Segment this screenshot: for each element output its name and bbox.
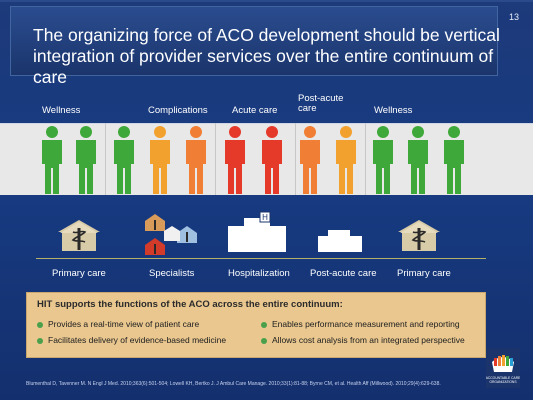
person-figure (72, 124, 100, 196)
person-figure (110, 124, 138, 196)
person-figure (369, 124, 397, 196)
svg-text:ACCOUNTABLE CARE: ACCOUNTABLE CARE (486, 376, 520, 380)
stage-label-wellness: Wellness (42, 105, 81, 116)
callout-item: Enables performance measurement and repo… (261, 319, 460, 329)
callout-item: Provides a real-time view of patient car… (37, 319, 199, 329)
band-divider (215, 123, 216, 195)
bullet-icon (37, 337, 43, 344)
svg-text:ORGANIZATIONS: ORGANIZATIONS (489, 380, 517, 384)
bullet-icon (37, 321, 43, 328)
callout-item-text: Facilitates delivery of evidence-based m… (48, 335, 227, 345)
person-figure (296, 124, 324, 196)
medical-building-icon (398, 220, 440, 251)
bullet-icon (261, 321, 267, 328)
setting-label-hospitalization: Hospitalization (228, 268, 290, 279)
person-figure (332, 124, 360, 196)
stage-label-complications: Complications (148, 105, 208, 116)
setting-label-specialists: Specialists (149, 268, 195, 279)
callout-item-text: Allows cost analysis from an integrated … (272, 335, 465, 345)
person-figure (38, 124, 66, 196)
settings-divider-line (36, 258, 486, 259)
hit-callout-box: HIT supports the functions of the ACO ac… (26, 292, 486, 358)
references-footer: Blumenthal D, Tavenner M. N Engl J Med. … (26, 381, 441, 387)
band-divider (365, 123, 366, 195)
person-figure (258, 124, 286, 196)
slide-number: 13 (508, 12, 519, 22)
setting-label-primary-care: Primary care (52, 268, 106, 279)
callout-item-text: Provides a real-time view of patient car… (48, 319, 200, 329)
specialist-offices-icon (145, 214, 197, 255)
callout-item: Facilitates delivery of evidence-based m… (37, 335, 226, 345)
top-rule (0, 0, 533, 2)
stage-label-wellness-2: Wellness (374, 105, 413, 116)
stage-label-acute-care: Acute care (232, 105, 278, 116)
person-figure (404, 124, 432, 196)
svg-text:H: H (262, 213, 268, 222)
person-figure (182, 124, 210, 196)
setting-label-primary-care-2: Primary care (397, 268, 451, 279)
stage-label-post-acute-care: Post-acute care (298, 93, 344, 114)
hospital-icon: H (228, 211, 286, 252)
callout-item: Allows cost analysis from an integrated … (261, 335, 465, 345)
title-box: The organizing force of ACO development … (10, 6, 500, 87)
callout-title: HIT supports the functions of the ACO ac… (37, 299, 343, 310)
setting-label-post-acute-care: Post-acute care (310, 268, 377, 279)
post-acute-facility-icon (318, 230, 362, 252)
slide-title: The organizing force of ACO development … (33, 25, 500, 87)
callout-item-text: Enables performance measurement and repo… (272, 319, 460, 329)
band-top-line (0, 123, 533, 124)
aco-logo-icon: ACCOUNTABLE CARE ORGANIZATIONS (486, 348, 520, 388)
band-divider (105, 123, 106, 195)
medical-building-icon (58, 220, 100, 251)
bullet-icon (261, 337, 267, 344)
band-divider (295, 123, 296, 195)
person-figure (221, 124, 249, 196)
person-figure (146, 124, 174, 196)
person-figure (440, 124, 468, 196)
